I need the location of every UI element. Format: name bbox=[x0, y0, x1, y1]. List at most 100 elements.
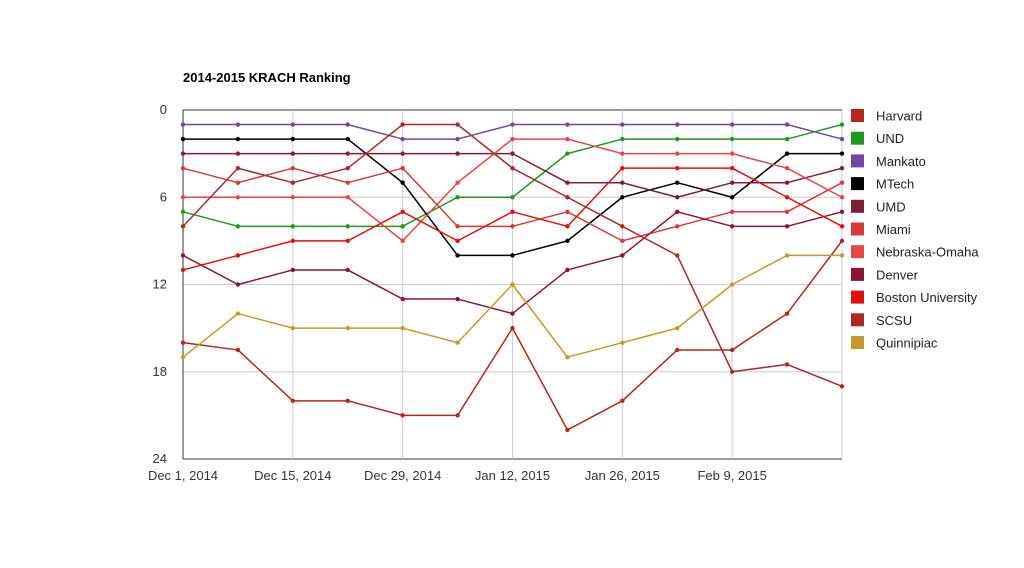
series-denver bbox=[180, 209, 845, 316]
series-scsu bbox=[180, 122, 845, 389]
legend-swatch bbox=[851, 336, 864, 349]
data-point bbox=[675, 136, 680, 142]
data-point bbox=[784, 209, 790, 214]
x-tick-label: Jan 12, 2015 bbox=[475, 468, 550, 483]
data-point bbox=[235, 151, 241, 156]
series-quinnipiac bbox=[180, 253, 845, 360]
data-point bbox=[180, 151, 186, 156]
data-point bbox=[565, 267, 570, 273]
legend-swatch bbox=[851, 109, 864, 122]
data-point bbox=[839, 209, 845, 214]
legend-label: UND bbox=[876, 131, 904, 146]
series-mtech bbox=[180, 136, 845, 258]
legend-item: MTech bbox=[851, 177, 914, 192]
legend-item: UND bbox=[851, 131, 904, 146]
series-nebraska-omaha bbox=[180, 136, 845, 244]
data-point bbox=[675, 253, 680, 258]
data-point bbox=[290, 398, 296, 404]
data-point bbox=[565, 427, 570, 433]
data-point bbox=[290, 151, 296, 156]
data-point bbox=[510, 165, 515, 171]
data-point bbox=[400, 413, 405, 418]
data-point bbox=[180, 253, 186, 258]
data-point bbox=[784, 311, 790, 316]
data-point bbox=[839, 165, 845, 171]
data-point bbox=[345, 180, 350, 185]
data-point bbox=[290, 267, 296, 273]
data-point bbox=[839, 238, 845, 244]
data-point bbox=[290, 136, 296, 142]
data-point bbox=[400, 224, 405, 229]
data-point bbox=[345, 325, 350, 331]
data-point bbox=[510, 224, 515, 229]
data-point bbox=[235, 180, 241, 185]
data-point bbox=[400, 325, 405, 331]
data-point bbox=[620, 238, 625, 244]
x-tick-label: Dec 29, 2014 bbox=[364, 468, 441, 483]
series-lines bbox=[180, 122, 845, 433]
data-point bbox=[400, 151, 405, 156]
data-point bbox=[839, 151, 845, 156]
legend: Harvard UND Mankato MTech UMD Miami Nebraska-O… bbox=[851, 109, 979, 351]
data-point bbox=[675, 224, 680, 229]
data-point bbox=[784, 151, 790, 156]
data-point bbox=[510, 195, 515, 200]
data-point bbox=[400, 180, 405, 185]
data-point bbox=[235, 224, 241, 229]
legend-swatch bbox=[851, 131, 864, 145]
axes: 0 6 12 18 24 Dec 1, 2014 Dec 15, 2014 Dec 29, 2… bbox=[148, 102, 767, 483]
data-point bbox=[345, 122, 350, 127]
data-point bbox=[620, 180, 625, 185]
data-point bbox=[620, 398, 625, 404]
series-und bbox=[180, 122, 845, 229]
x-tick-label: Jan 26, 2015 bbox=[585, 468, 660, 483]
legend-label: SCSU bbox=[876, 313, 912, 328]
legend-swatch bbox=[851, 222, 864, 236]
data-point bbox=[565, 122, 570, 127]
legend-item: UMD bbox=[851, 199, 906, 214]
data-point bbox=[620, 151, 625, 156]
legend-label: Miami bbox=[876, 222, 911, 237]
data-point bbox=[729, 136, 735, 142]
data-point bbox=[400, 122, 405, 127]
data-point bbox=[235, 122, 241, 127]
data-point bbox=[729, 151, 735, 156]
data-point bbox=[565, 355, 570, 360]
data-point bbox=[180, 209, 186, 214]
data-point bbox=[784, 224, 790, 229]
data-point bbox=[729, 282, 735, 287]
data-point bbox=[455, 151, 460, 156]
y-tick-label: 24 bbox=[153, 451, 167, 466]
data-point bbox=[675, 180, 680, 185]
data-point bbox=[510, 311, 515, 316]
data-point bbox=[839, 253, 845, 258]
data-point bbox=[180, 355, 186, 360]
data-point bbox=[675, 325, 680, 331]
legend-item: Nebraska-Omaha bbox=[851, 245, 979, 260]
data-point bbox=[455, 238, 460, 244]
legend-item: Denver bbox=[851, 267, 919, 282]
data-point bbox=[455, 340, 460, 345]
x-tick-label: Feb 9, 2015 bbox=[697, 468, 766, 483]
legend-swatch bbox=[851, 245, 864, 259]
data-point bbox=[235, 347, 241, 353]
data-point bbox=[510, 253, 515, 258]
data-point bbox=[455, 122, 460, 127]
data-point bbox=[839, 180, 845, 185]
data-point bbox=[729, 369, 735, 374]
data-point bbox=[290, 325, 296, 331]
legend-label: UMD bbox=[876, 199, 906, 214]
data-point bbox=[620, 224, 625, 229]
data-point bbox=[675, 122, 680, 127]
data-point bbox=[235, 253, 241, 258]
series-boston-university bbox=[180, 165, 845, 273]
legend-label: Harvard bbox=[876, 109, 922, 124]
data-point bbox=[565, 238, 570, 244]
data-point bbox=[729, 180, 735, 185]
data-point bbox=[510, 151, 515, 156]
legend-swatch bbox=[851, 267, 864, 281]
data-point bbox=[565, 136, 570, 142]
data-point bbox=[180, 195, 186, 200]
data-point bbox=[565, 209, 570, 214]
